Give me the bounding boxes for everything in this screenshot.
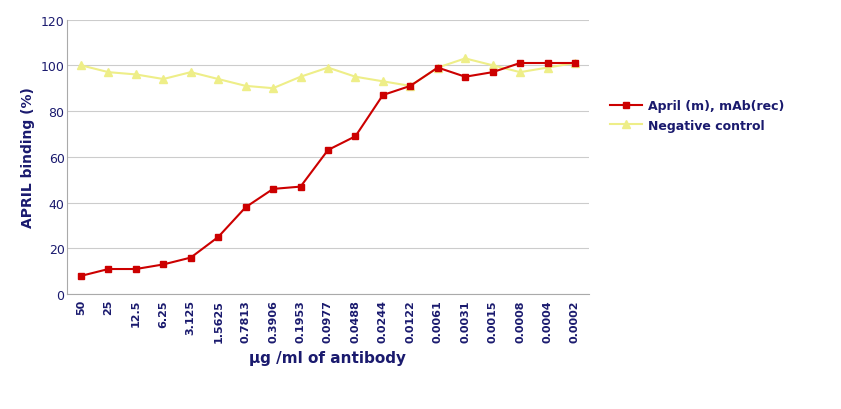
Y-axis label: APRIL binding (%): APRIL binding (%) — [21, 87, 35, 228]
X-axis label: µg /ml of antibody: µg /ml of antibody — [250, 351, 406, 366]
Legend: April (m), mAb(rec), Negative control: April (m), mAb(rec), Negative control — [606, 95, 789, 137]
